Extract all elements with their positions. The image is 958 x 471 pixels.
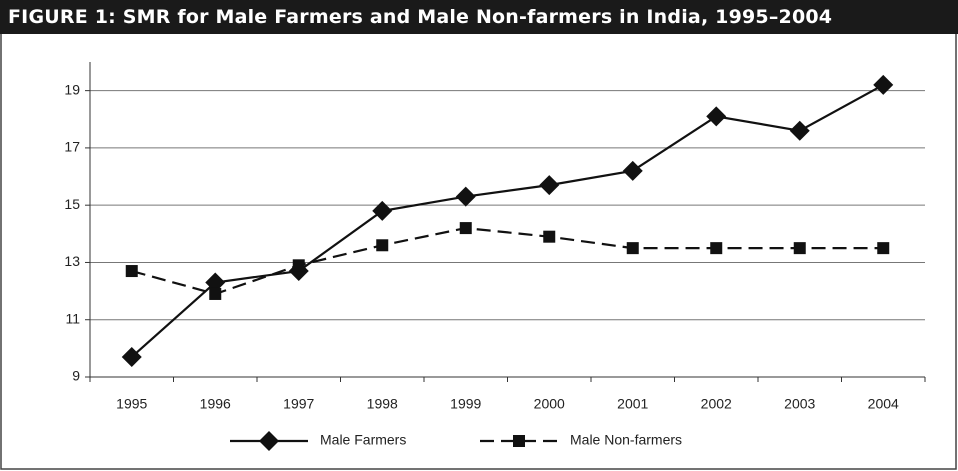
marker <box>622 160 643 181</box>
y-tick-label: 9 <box>72 368 80 384</box>
marker <box>706 106 727 127</box>
marker <box>539 175 560 196</box>
marker <box>543 230 556 243</box>
y-tick-label: 17 <box>64 139 80 155</box>
x-tick-label: 1997 <box>283 396 314 412</box>
marker <box>205 272 226 293</box>
marker <box>372 200 393 221</box>
y-tick-label: 13 <box>64 253 80 269</box>
y-tick-label: 11 <box>65 310 80 326</box>
x-tick-label: 1996 <box>200 396 231 412</box>
x-tick-label: 2000 <box>534 396 565 412</box>
marker <box>877 242 890 255</box>
legend-label: Male Non-farmers <box>570 432 682 448</box>
x-tick-label: 2001 <box>617 396 648 412</box>
marker <box>455 186 476 207</box>
marker <box>259 431 279 451</box>
x-tick-label: 2002 <box>701 396 732 412</box>
marker <box>710 242 723 255</box>
marker <box>513 435 525 447</box>
marker <box>626 242 639 255</box>
x-tick-label: 1995 <box>116 396 147 412</box>
x-tick-label: 2004 <box>868 396 899 412</box>
chart-title: FIGURE 1: SMR for Male Farmers and Male … <box>8 6 833 28</box>
legend-label: Male Farmers <box>320 432 406 448</box>
x-tick-label: 1999 <box>450 396 481 412</box>
marker <box>459 222 472 235</box>
series-line <box>131 83 884 358</box>
marker <box>125 265 138 278</box>
x-tick-label: 1998 <box>367 396 398 412</box>
marker <box>121 346 142 367</box>
y-tick-label: 19 <box>64 81 80 97</box>
marker <box>209 287 222 300</box>
marker <box>292 259 305 272</box>
title-banner: FIGURE 1: SMR for Male Farmers and Male … <box>0 0 958 34</box>
series-line <box>131 226 884 296</box>
marker <box>376 239 389 252</box>
marker <box>789 120 810 141</box>
x-tick-label: 2003 <box>784 396 815 412</box>
y-tick-label: 15 <box>64 196 80 212</box>
marker <box>873 74 894 95</box>
marker <box>793 242 806 255</box>
